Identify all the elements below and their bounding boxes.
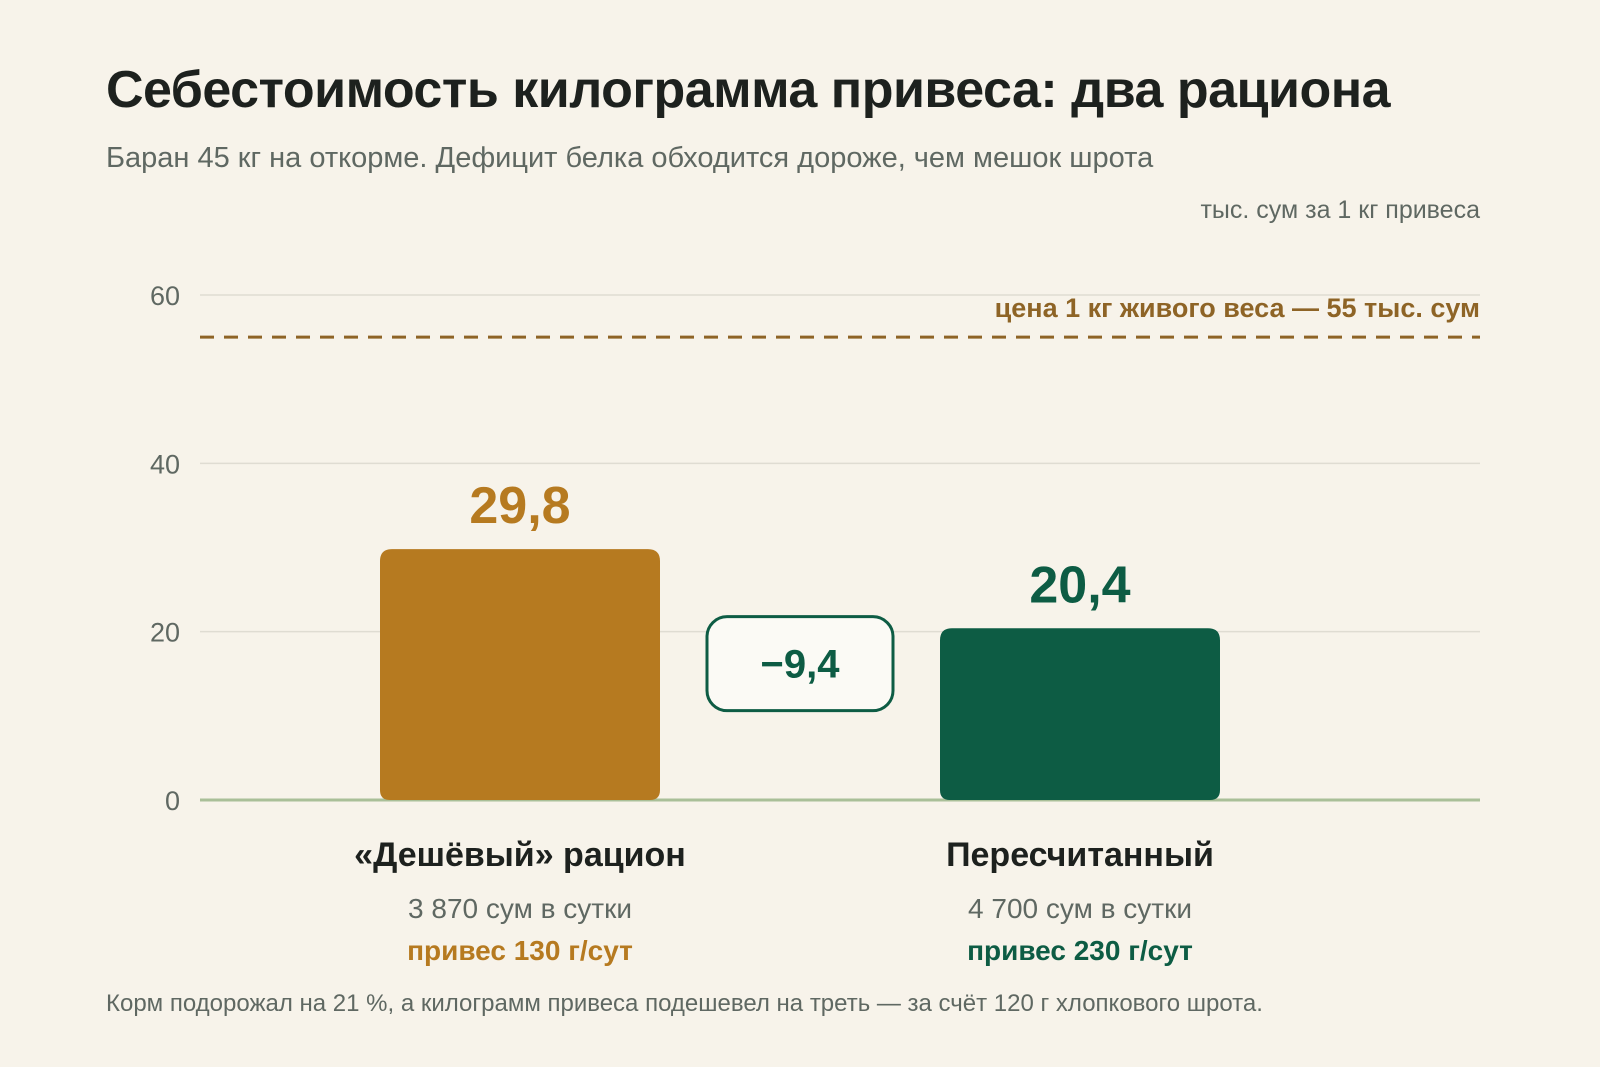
y-tick-label: 20	[150, 618, 180, 648]
reference-line-label: цена 1 кг живого веса — 55 тыс. сум	[995, 293, 1480, 323]
bar-recalculated-ration	[940, 628, 1220, 800]
category-label: Пересчитанный	[946, 836, 1214, 874]
bar-value-label: 29,8	[469, 477, 570, 535]
category-label: «Дешёвый» рацион	[354, 836, 686, 874]
category-daily-cost: 3 870 сум в сутки	[408, 893, 632, 924]
bar-value-label: 20,4	[1029, 556, 1130, 614]
y-tick-label: 0	[165, 786, 180, 816]
difference-badge	[705, 615, 895, 713]
difference-label: −9,4	[761, 643, 841, 687]
category-weight-gain: привес 230 г/сут	[967, 935, 1193, 966]
y-tick-label: 40	[150, 449, 180, 479]
chart-subtitle: Баран 45 кг на откорме. Дефицит белка об…	[106, 142, 1154, 174]
bar-cheap-ration	[380, 549, 660, 800]
y-axis-unit-label: тыс. сум за 1 кг привеса	[1200, 196, 1480, 224]
chart-footnote: Корм подорожал на 21 %, а килограмм прив…	[106, 990, 1263, 1017]
y-tick-label: 60	[150, 281, 180, 311]
category-weight-gain: привес 130 г/сут	[407, 935, 633, 966]
chart-title: Себестоимость килограмма привеса: два ра…	[106, 61, 1391, 119]
category-daily-cost: 4 700 сум в сутки	[968, 893, 1192, 924]
